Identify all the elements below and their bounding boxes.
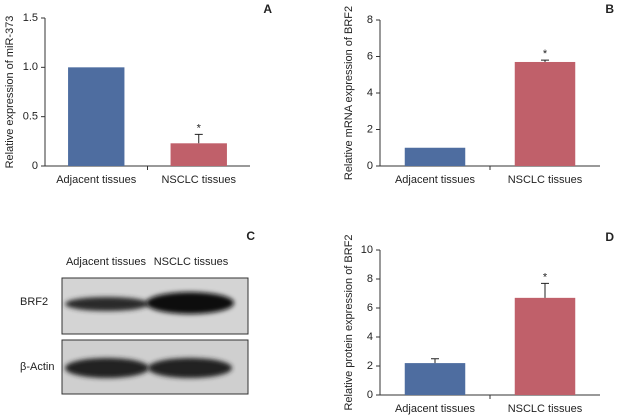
x-tick-label: Adjacent tissues — [56, 174, 137, 186]
blot-band — [65, 297, 149, 311]
blot-panel: C Adjacent tissues NSCLC tissues BRF2 β-… — [20, 229, 255, 395]
x-tick-label: Adjacent tissues — [395, 174, 476, 186]
error-bar — [541, 59, 549, 62]
blot-row-label: β-Actin — [20, 361, 54, 373]
y-tick-label: 2 — [367, 360, 373, 372]
y-axis-label: Relative expression of miR-373 — [4, 16, 16, 169]
significance-mark: * — [543, 48, 548, 60]
y-tick-label: 8 — [367, 14, 373, 26]
panel-letter: A — [263, 2, 272, 16]
y-tick-label: 2 — [367, 123, 373, 135]
y-tick-label: 0.5 — [23, 111, 38, 123]
panel-letter: C — [246, 229, 255, 243]
y-axis-label: Relative mRNA expression of BRF2 — [343, 6, 355, 180]
blot-column-label: NSCLC tissues — [154, 256, 229, 268]
y-tick-label: 6 — [367, 302, 373, 314]
y-tick-label: 0 — [32, 160, 38, 172]
y-tick-label: 8 — [367, 273, 373, 285]
x-tick-label: NSCLC tissues — [508, 174, 583, 186]
blot-band — [146, 292, 234, 314]
y-tick-label: 0 — [367, 389, 373, 401]
y-tick-label: 4 — [367, 331, 373, 343]
significance-mark: * — [543, 271, 548, 283]
bar — [404, 147, 466, 166]
blot-row-label: BRF2 — [20, 296, 48, 308]
y-tick-label: 0 — [367, 160, 373, 172]
error-bar — [431, 358, 439, 364]
bar — [170, 143, 227, 166]
bar — [514, 297, 576, 395]
y-tick-label: 4 — [367, 87, 373, 99]
x-tick-label: Adjacent tissues — [395, 403, 476, 415]
panel-letter: B — [605, 2, 614, 16]
bar — [404, 363, 466, 395]
x-tick-label: NSCLC tissues — [508, 403, 583, 415]
significance-mark: * — [197, 122, 202, 134]
x-tick-label: NSCLC tissues — [161, 174, 236, 186]
bar — [514, 61, 576, 166]
y-tick-label: 1.0 — [23, 61, 38, 73]
blot-band — [148, 358, 232, 378]
error-bar — [194, 133, 203, 144]
y-tick-label: 6 — [367, 50, 373, 62]
error-bar — [541, 282, 549, 298]
blot-column-label: Adjacent tissues — [66, 256, 147, 268]
blot-band — [65, 358, 149, 378]
y-tick-label: 10 — [361, 244, 373, 256]
panel-letter: D — [605, 230, 614, 244]
y-tick-label: 1.5 — [23, 12, 38, 24]
y-axis-label: Relative protein expression of BRF2 — [343, 234, 355, 410]
bar — [68, 67, 125, 166]
